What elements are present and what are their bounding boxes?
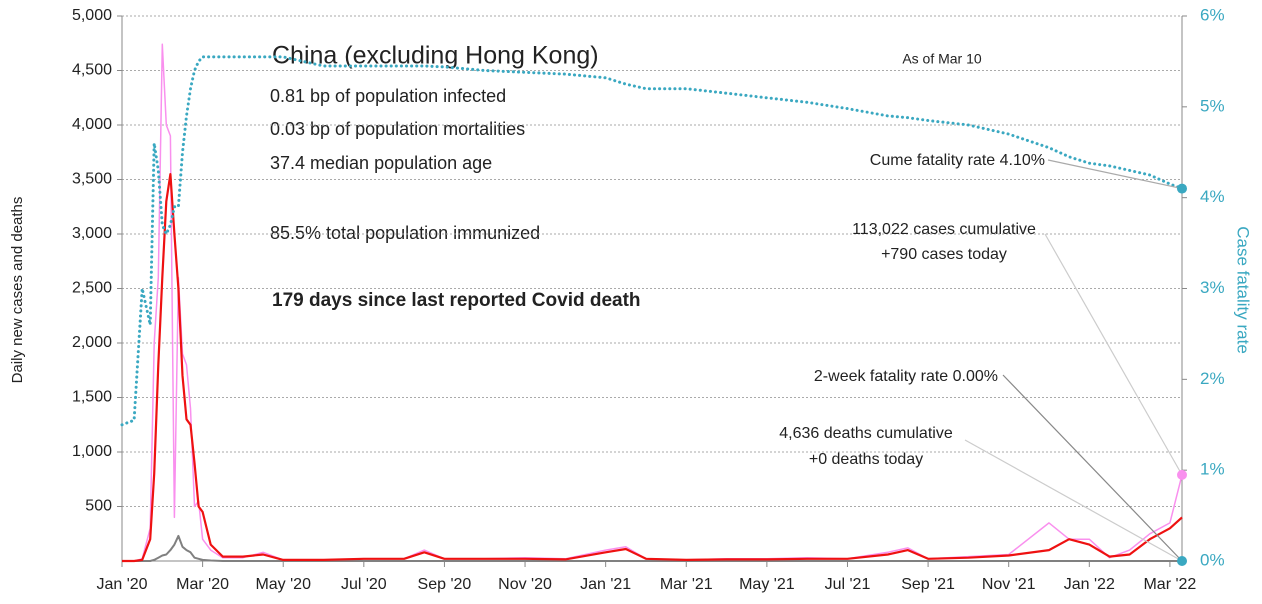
x-tick-label: Mar '20	[176, 576, 229, 593]
x-tick-label: Jul '20	[341, 576, 387, 593]
y2-tick-label: 4%	[1200, 187, 1225, 206]
series-line	[122, 173, 1183, 563]
y-tick-label: 2,000	[72, 334, 112, 351]
callout-line	[1044, 233, 1183, 476]
callout: 113,022 cases cumulative	[852, 221, 1036, 238]
callout: +0 deaths today	[809, 451, 923, 468]
callout: Cume fatality rate 4.10%	[870, 152, 1045, 169]
y-tick-label: 1,500	[72, 389, 112, 406]
y-tick-label: 4,000	[72, 116, 112, 133]
end-marker	[1177, 183, 1187, 194]
as-of: As of Mar 10	[902, 51, 982, 67]
x-tick-label: Nov '21	[982, 576, 1036, 593]
end-marker	[1177, 556, 1187, 566]
end-marker	[1177, 469, 1187, 480]
x-tick-label: Sep '21	[901, 576, 955, 593]
y2-tick-label: 1%	[1200, 460, 1225, 479]
y-tick-label: 3,000	[72, 225, 112, 242]
highlight: 179 days since last reported Covid death	[272, 290, 641, 311]
y2-tick-label: 2%	[1200, 369, 1225, 388]
x-tick-label: Nov '20	[498, 576, 552, 593]
y-tick-label: 4,500	[72, 62, 112, 79]
x-tick-label: Mar '21	[660, 576, 713, 593]
x-tick-label: Sep '20	[418, 576, 472, 593]
x-tick-label: May '21	[739, 576, 795, 593]
callout: 2-week fatality rate 0.00%	[814, 368, 998, 385]
y2-axis-label: Case fatality rate	[1234, 226, 1253, 354]
chart-title: China (excluding Hong Kong)	[272, 42, 599, 70]
y-tick-label: 2,500	[72, 280, 112, 297]
y2-tick-label: 0%	[1200, 550, 1225, 569]
x-tick-label: Jan '22	[1064, 576, 1115, 593]
note: 37.4 median population age	[270, 153, 492, 173]
note: 0.03 bp of population mortalities	[270, 119, 525, 139]
x-tick-label: Mar '22	[1143, 576, 1196, 593]
x-tick-label: May '20	[255, 576, 311, 593]
x-tick-label: Jan '20	[96, 576, 147, 593]
series-line	[122, 534, 1182, 562]
note: 85.5% total population immunized	[270, 223, 540, 243]
y-axis-label: Daily new cases and deaths	[9, 197, 26, 384]
x-tick-label: Jul '21	[825, 576, 871, 593]
callout-line	[1002, 374, 1183, 562]
x-tick-label: Jan '21	[580, 576, 631, 593]
y-tick-label: 3,500	[72, 171, 112, 188]
y-tick-label: 1,000	[72, 443, 112, 460]
callout-line	[964, 439, 1183, 562]
y2-tick-label: 5%	[1200, 96, 1225, 115]
callout-line	[1047, 159, 1183, 190]
y-tick-label: 500	[85, 498, 112, 515]
y2-tick-label: 3%	[1200, 278, 1225, 297]
y2-tick-label: 6%	[1200, 5, 1225, 24]
y-tick-label: 5,000	[72, 7, 112, 24]
note: 0.81 bp of population infected	[270, 86, 506, 106]
callout: 4,636 deaths cumulative	[779, 425, 953, 442]
callout: +790 cases today	[881, 246, 1007, 263]
